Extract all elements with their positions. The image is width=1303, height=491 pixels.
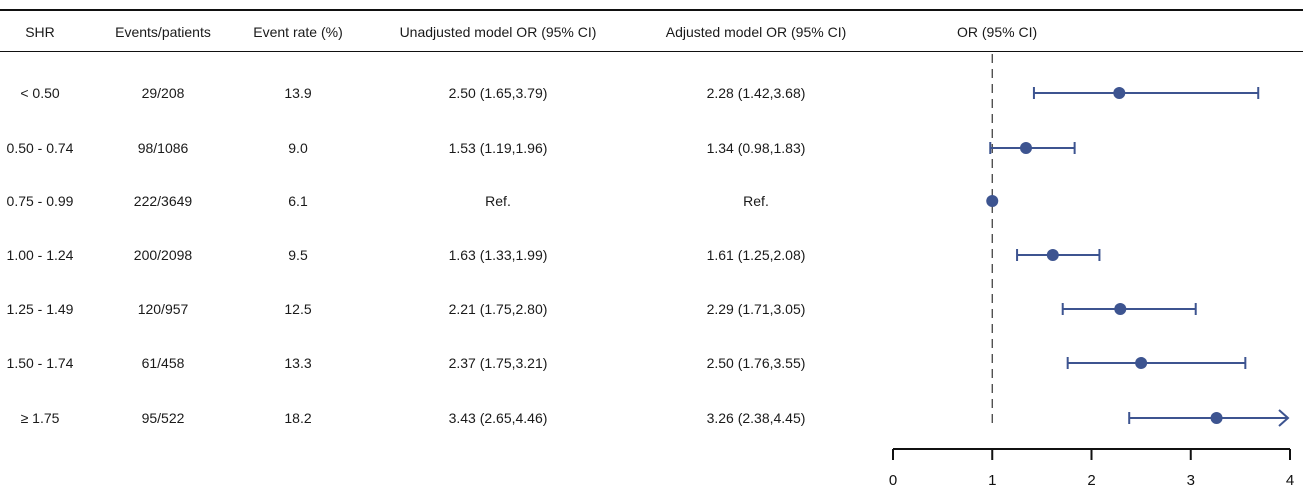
cell-unadj: 2.21 (1.75,2.80): [448, 301, 548, 317]
cell-shr: 1.50 - 1.74: [6, 355, 74, 371]
cell-shr: 0.75 - 0.99: [6, 193, 74, 209]
header-or-ci: OR (95% CI): [957, 24, 1038, 40]
cell-rate: 9.5: [288, 247, 308, 263]
cell-shr: < 0.50: [20, 85, 60, 101]
cell-events: 222/3649: [133, 193, 193, 209]
cell-adj: 3.26 (2.38,4.45): [706, 410, 806, 426]
x-tick-label: 0: [889, 472, 897, 489]
cell-unadj: 3.43 (2.65,4.46): [448, 410, 548, 426]
cell-rate: 12.5: [284, 301, 312, 317]
cell-rate: 13.3: [284, 355, 312, 371]
header-unadjusted-or: Unadjusted model OR (95% CI): [399, 24, 597, 40]
cell-unadj: 1.53 (1.19,1.96): [448, 140, 548, 156]
table-header-rule: [0, 51, 1303, 52]
cell-unadj: Ref.: [485, 193, 511, 209]
cell-rate: 9.0: [288, 140, 308, 156]
cell-adj: Ref.: [743, 193, 769, 209]
header-adjusted-or: Adjusted model OR (95% CI): [665, 24, 847, 40]
point-estimate: [986, 195, 999, 207]
table-top-rule: [0, 9, 1303, 11]
cell-adj: 1.34 (0.98,1.83): [706, 140, 806, 156]
point-estimate: [1113, 87, 1126, 99]
cell-shr: 0.50 - 0.74: [6, 140, 74, 156]
cell-unadj: 2.50 (1.65,3.79): [448, 85, 548, 101]
point-estimate: [1114, 303, 1127, 315]
x-tick-label: 4: [1286, 472, 1294, 489]
point-estimate: [1019, 142, 1032, 154]
header-event-rate: Event rate (%): [253, 24, 343, 40]
cell-events: 120/957: [137, 301, 189, 317]
cell-unadj: 1.63 (1.33,1.99): [448, 247, 548, 263]
cell-adj: 2.29 (1.71,3.05): [706, 301, 806, 317]
cell-events: 61/458: [141, 355, 185, 371]
cell-rate: 13.9: [284, 85, 312, 101]
cell-shr: ≥ 1.75: [20, 410, 60, 426]
cell-events: 98/1086: [137, 140, 189, 156]
header-shr: SHR: [25, 24, 55, 40]
cell-events: 200/2098: [133, 247, 193, 263]
cell-adj: 1.61 (1.25,2.08): [706, 247, 806, 263]
cell-shr: 1.25 - 1.49: [6, 301, 74, 317]
cell-rate: 18.2: [284, 410, 312, 426]
ci-arrow: [1278, 409, 1290, 427]
point-estimate: [1046, 249, 1059, 261]
cell-adj: 2.50 (1.76,3.55): [706, 355, 806, 371]
x-tick-label: 2: [1087, 472, 1095, 489]
x-tick-label: 1: [988, 472, 996, 489]
point-estimate: [1135, 357, 1148, 369]
cell-shr: 1.00 - 1.24: [6, 247, 74, 263]
point-estimate: [1210, 412, 1223, 424]
cell-events: 95/522: [141, 410, 185, 426]
cell-unadj: 2.37 (1.75,3.21): [448, 355, 548, 371]
header-events-patients: Events/patients: [115, 24, 211, 40]
cell-adj: 2.28 (1.42,3.68): [706, 85, 806, 101]
cell-rate: 6.1: [288, 193, 308, 209]
x-tick-label: 3: [1187, 472, 1195, 489]
cell-events: 29/208: [141, 85, 185, 101]
